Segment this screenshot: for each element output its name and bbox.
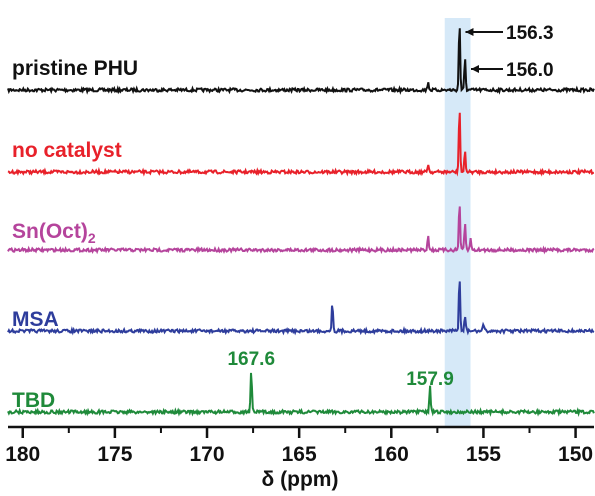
series-label: MSA <box>12 308 59 331</box>
peak-annotation: 156.0 <box>506 60 554 81</box>
spectrum-trace <box>7 112 595 177</box>
x-tick-label: 175 <box>97 443 132 466</box>
series-label: pristine PHU <box>12 57 138 80</box>
peak-annotation: 167.6 <box>227 349 275 370</box>
x-tick-label: 160 <box>374 443 409 466</box>
x-tick-label: 180 <box>5 443 40 466</box>
x-tick-label: 155 <box>466 443 501 466</box>
x-axis-ticks: 180 175 170 165 160 155 150 <box>5 427 593 466</box>
x-tick-label: 165 <box>282 443 317 466</box>
peak-annotation: 157.9 <box>406 369 454 390</box>
series-label: Sn(Oct)2 <box>12 220 96 246</box>
annotation-arrowhead <box>465 28 474 36</box>
spectrum-trace <box>7 28 595 95</box>
spectrum-trace <box>7 372 595 418</box>
series-label: TBD <box>12 389 55 412</box>
series-label: no catalyst <box>12 139 122 162</box>
peak-annotations: 156.3 156.0 167.6 157.9 <box>227 23 553 390</box>
spectrum-trace <box>7 206 595 255</box>
spectrum-trace <box>7 281 595 336</box>
annotation-arrowhead <box>471 65 480 73</box>
x-axis-label: δ (ppm) <box>262 468 339 491</box>
peak-annotation: 156.3 <box>506 23 554 44</box>
x-tick-label: 150 <box>558 443 593 466</box>
series-labels: pristine PHU no catalyst Sn(Oct)2 MSA TBD <box>12 57 138 412</box>
spectra-traces <box>7 28 595 418</box>
x-tick-label: 170 <box>189 443 224 466</box>
